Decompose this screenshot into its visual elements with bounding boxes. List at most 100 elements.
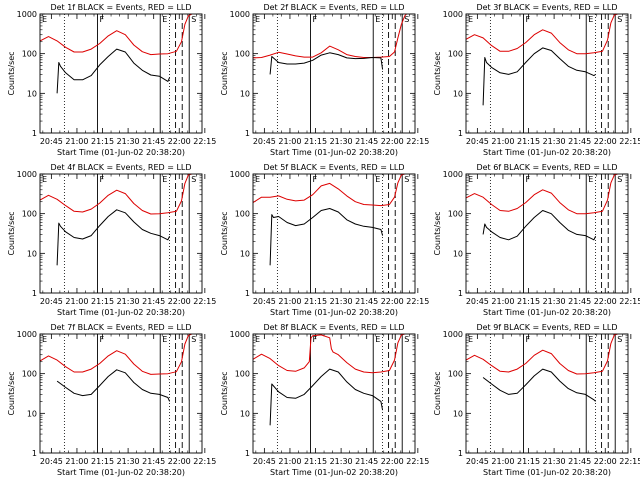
y-tick-label: 100 bbox=[22, 210, 37, 219]
x-tick-label: 20:45 bbox=[466, 297, 489, 306]
y-tick-label: 1 bbox=[245, 289, 250, 298]
x-tick-label: 20:45 bbox=[40, 457, 63, 466]
lld-series-line bbox=[40, 334, 193, 375]
x-tick-label: 21:30 bbox=[543, 137, 566, 146]
time-marker-label: F bbox=[525, 335, 530, 344]
y-tick-label: 1000 bbox=[443, 170, 463, 179]
y-tick-label: 10 bbox=[453, 409, 463, 418]
lld-series-line bbox=[253, 334, 406, 374]
x-tick-label: 21:00 bbox=[491, 297, 514, 306]
lld-series-line bbox=[466, 174, 619, 215]
plot-frame bbox=[252, 333, 416, 454]
x-axis-label: Start Time (01-Jun-02 20:38:20) bbox=[270, 148, 398, 157]
plot-frame bbox=[252, 13, 416, 134]
x-tick-label: 21:15 bbox=[91, 137, 114, 146]
x-tick-label: 21:00 bbox=[278, 297, 301, 306]
x-tick-label: 21:45 bbox=[355, 457, 378, 466]
x-axis-label: Start Time (01-Jun-02 20:38:20) bbox=[270, 308, 398, 317]
time-marker-label: E bbox=[42, 15, 47, 24]
events-series-line bbox=[482, 47, 596, 106]
x-tick-label: 20:45 bbox=[40, 297, 63, 306]
time-marker-label: E bbox=[588, 335, 593, 344]
x-tick-label: 21:00 bbox=[278, 457, 301, 466]
y-tick-label: 100 bbox=[235, 370, 250, 379]
time-marker-label: S bbox=[404, 335, 409, 344]
x-tick-label: 20:45 bbox=[466, 457, 489, 466]
chart-title: Det 6f BLACK = Events, RED = LLD bbox=[476, 163, 617, 172]
x-tick-label: 22:15 bbox=[619, 137, 640, 146]
chart-title: Det 2f BLACK = Events, RED = LLD bbox=[263, 3, 404, 12]
x-tick-label: 22:00 bbox=[381, 137, 404, 146]
y-tick-label: 100 bbox=[235, 50, 250, 59]
lld-series-line bbox=[253, 174, 406, 207]
x-tick-label: 22:15 bbox=[193, 457, 216, 466]
events-series-line bbox=[269, 208, 384, 266]
lld-series-line bbox=[466, 334, 619, 375]
x-tick-label: 22:00 bbox=[168, 297, 191, 306]
x-axis-label: Start Time (01-Jun-02 20:38:20) bbox=[483, 308, 611, 317]
plot-frame bbox=[465, 333, 629, 454]
x-tick-label: 22:00 bbox=[594, 137, 617, 146]
time-marker-label: E bbox=[255, 15, 260, 24]
x-tick-label: 21:30 bbox=[330, 457, 353, 466]
y-axis-label: Counts/sec bbox=[7, 371, 16, 415]
y-tick-label: 100 bbox=[448, 370, 463, 379]
y-tick-label: 1000 bbox=[230, 170, 250, 179]
x-tick-label: 21:45 bbox=[142, 297, 165, 306]
time-marker-label: E bbox=[468, 15, 473, 24]
y-tick-label: 1 bbox=[32, 449, 37, 458]
x-tick-label: 21:30 bbox=[543, 457, 566, 466]
detector-panel: Det 3f BLACK = Events, RED = LLD Counts/s… bbox=[426, 0, 640, 160]
x-tick-label: 21:30 bbox=[330, 297, 353, 306]
time-marker-label: S bbox=[191, 15, 196, 24]
x-tick-label: 21:00 bbox=[65, 137, 88, 146]
time-marker-label: F bbox=[312, 15, 317, 24]
y-tick-label: 1 bbox=[458, 289, 463, 298]
x-tick-label: 22:00 bbox=[381, 297, 404, 306]
plot-area bbox=[466, 334, 619, 453]
detector-panel: Det 8f BLACK = Events, RED = LLD Counts/s… bbox=[213, 320, 429, 480]
x-tick-label: 22:15 bbox=[193, 137, 216, 146]
plot-frame bbox=[39, 173, 203, 294]
y-tick-label: 10 bbox=[27, 89, 37, 98]
y-tick-label: 1 bbox=[245, 449, 250, 458]
plot-area bbox=[253, 334, 406, 453]
x-tick-label: 21:15 bbox=[304, 137, 327, 146]
chart-title: Det 4f BLACK = Events, RED = LLD bbox=[50, 163, 191, 172]
chart-svg: Det 8f BLACK = Events, RED = LLD Counts/s… bbox=[220, 323, 429, 477]
x-tick-label: 21:15 bbox=[91, 457, 114, 466]
time-marker-label: E bbox=[468, 175, 473, 184]
x-tick-label: 21:15 bbox=[517, 297, 540, 306]
chart-title: Det 7f BLACK = Events, RED = LLD bbox=[50, 323, 191, 332]
plot-area bbox=[466, 174, 619, 293]
y-tick-label: 10 bbox=[453, 249, 463, 258]
x-axis-label: Start Time (01-Jun-02 20:38:20) bbox=[483, 148, 611, 157]
y-tick-label: 1 bbox=[32, 289, 37, 298]
chart-svg: Det 9f BLACK = Events, RED = LLD Counts/s… bbox=[433, 323, 640, 477]
lld-series-line bbox=[40, 174, 193, 215]
x-tick-label: 21:45 bbox=[142, 457, 165, 466]
x-tick-label: 21:30 bbox=[543, 297, 566, 306]
y-tick-label: 100 bbox=[448, 210, 463, 219]
plot-frame bbox=[39, 13, 203, 134]
x-tick-label: 22:15 bbox=[193, 297, 216, 306]
chart-title: Det 5f BLACK = Events, RED = LLD bbox=[263, 163, 404, 172]
y-tick-label: 10 bbox=[240, 89, 250, 98]
time-marker-label: F bbox=[99, 15, 104, 24]
detector-panel: Det 5f BLACK = Events, RED = LLD Counts/s… bbox=[213, 160, 429, 320]
chart-svg: Det 4f BLACK = Events, RED = LLD Counts/s… bbox=[7, 163, 216, 317]
x-tick-label: 21:45 bbox=[142, 137, 165, 146]
x-tick-label: 22:15 bbox=[406, 457, 429, 466]
lld-series-line bbox=[466, 14, 619, 55]
chart-title: Det 8f BLACK = Events, RED = LLD bbox=[263, 323, 404, 332]
y-axis-label: Counts/sec bbox=[220, 211, 229, 255]
time-marker-label: E bbox=[588, 175, 593, 184]
y-axis-label: Counts/sec bbox=[7, 211, 16, 255]
time-marker-label: S bbox=[617, 175, 622, 184]
y-tick-label: 100 bbox=[448, 50, 463, 59]
y-axis-label: Counts/sec bbox=[433, 211, 442, 255]
y-axis-label: Counts/sec bbox=[433, 371, 442, 415]
y-tick-label: 1000 bbox=[230, 10, 250, 19]
plot-area bbox=[40, 14, 193, 133]
